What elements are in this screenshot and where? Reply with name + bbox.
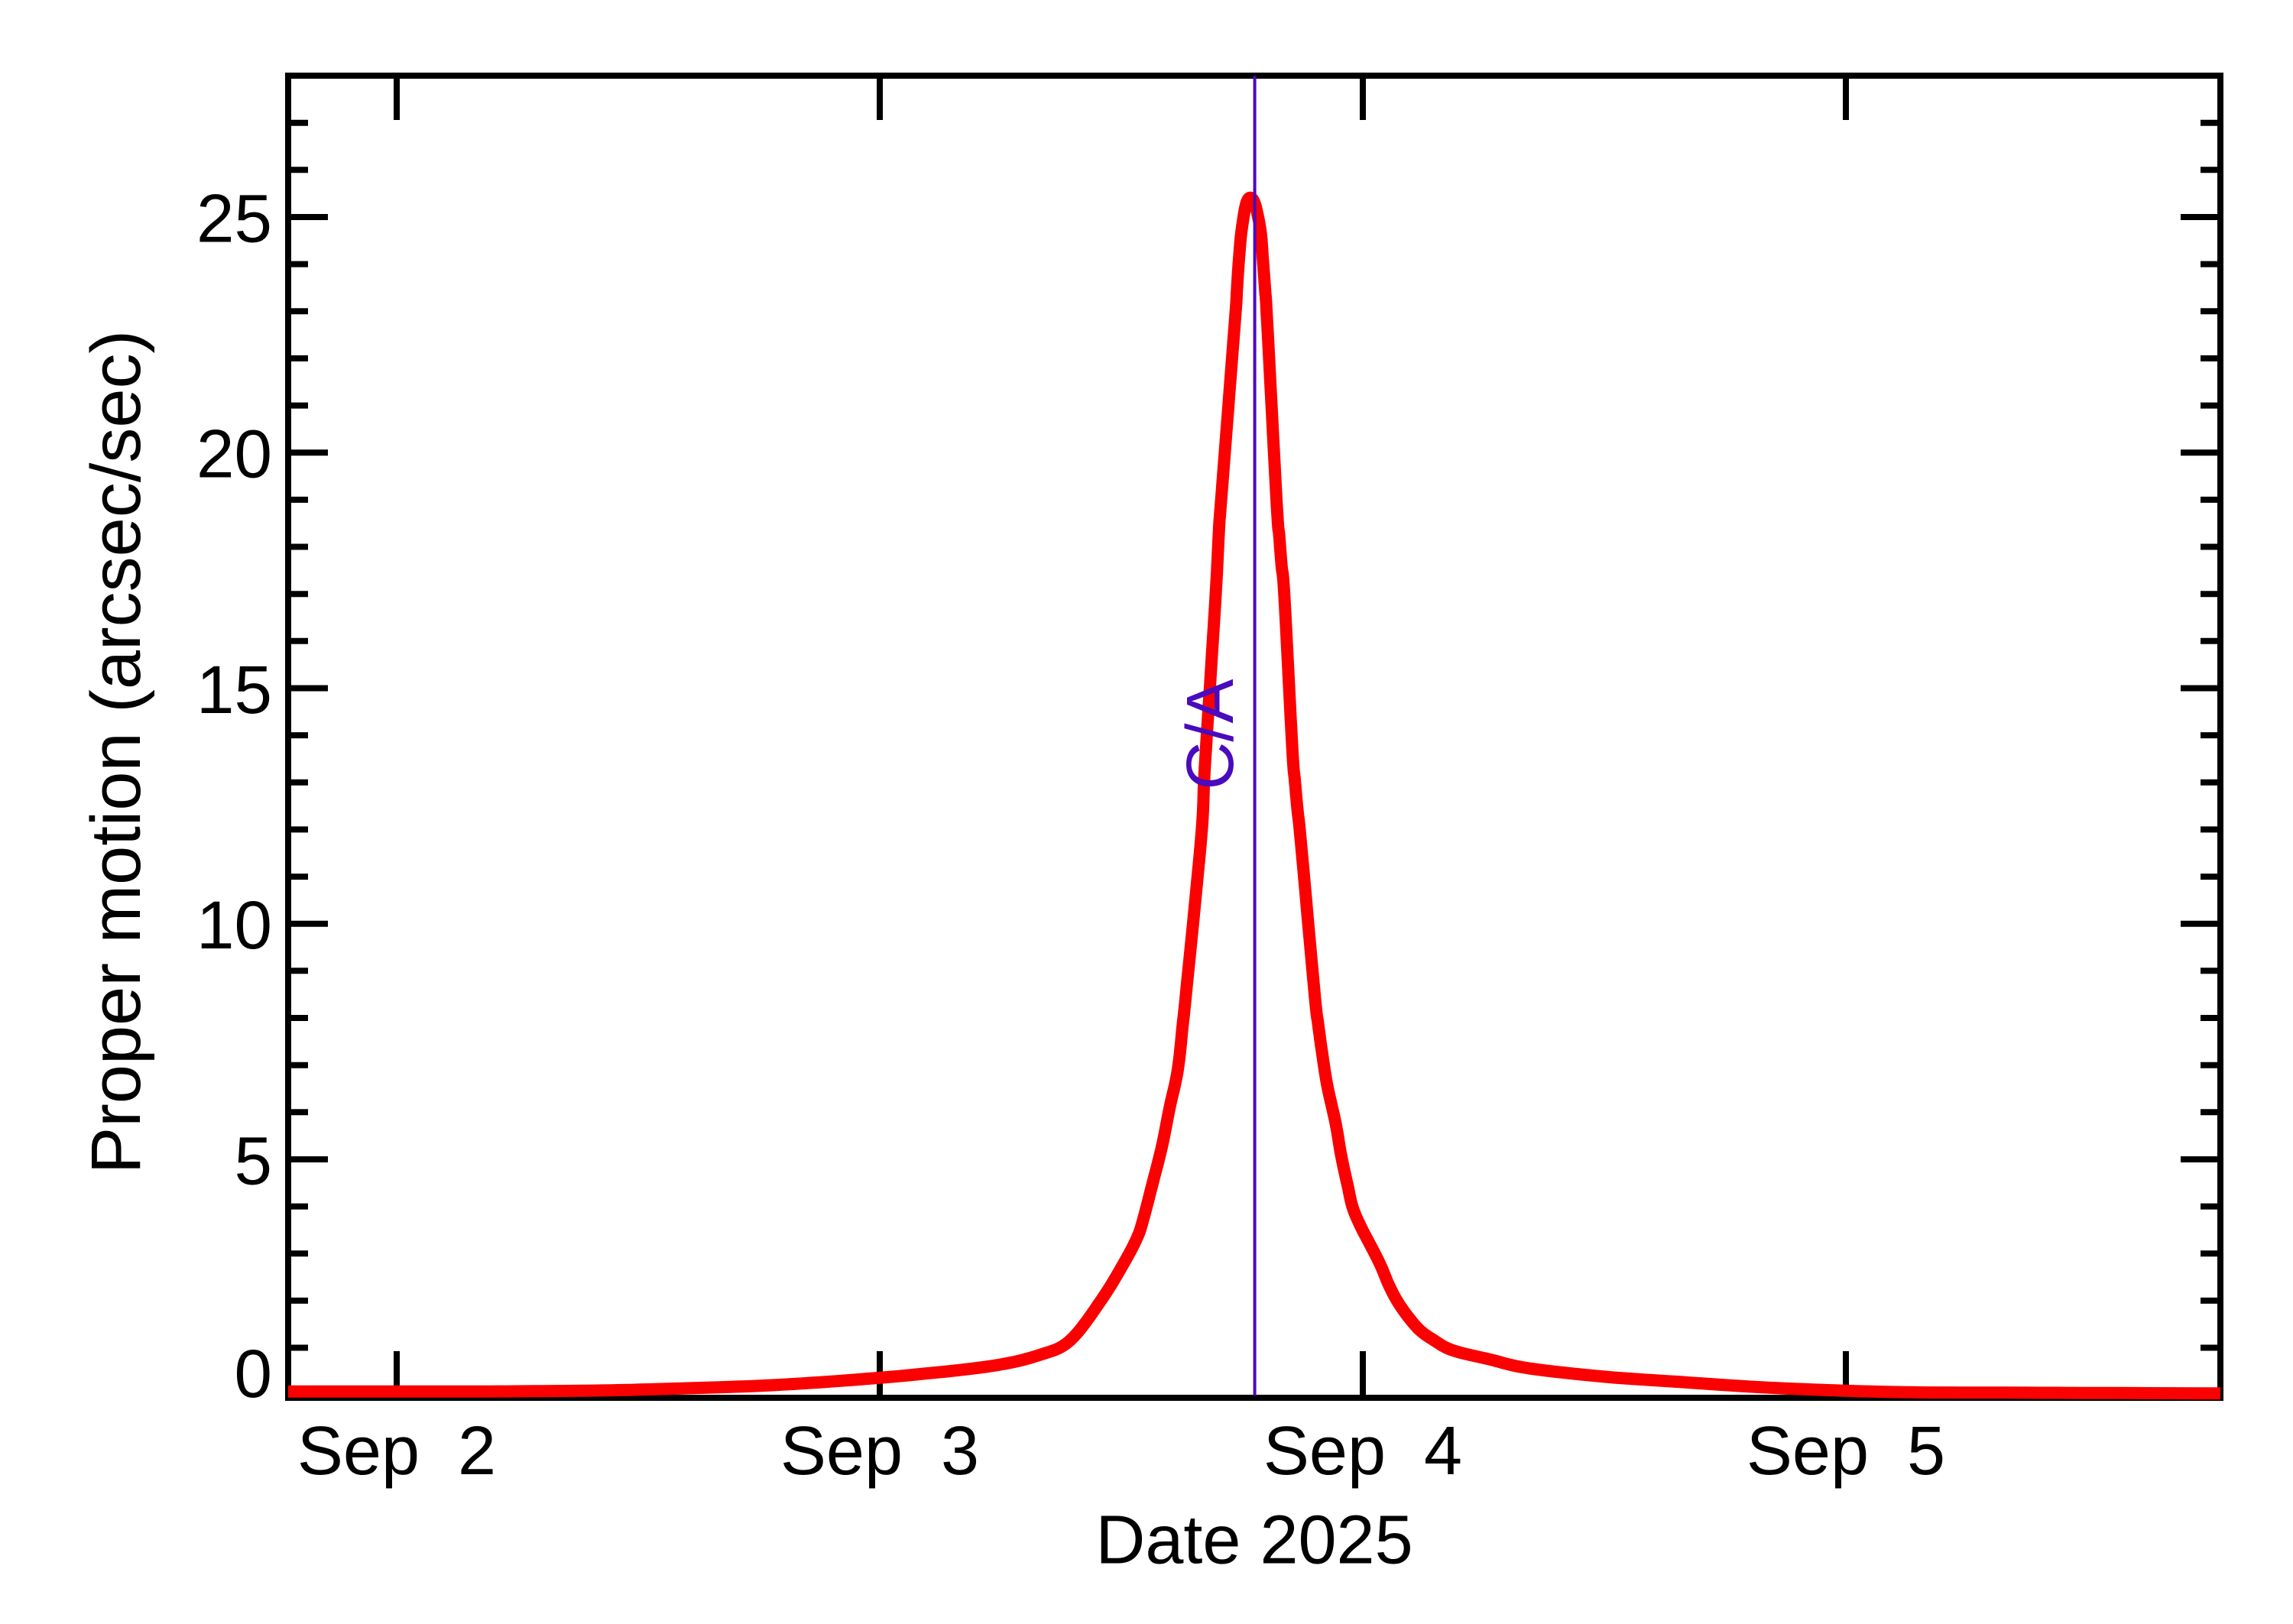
svg-text:C/A: C/A (1173, 679, 1247, 789)
svg-text:Proper motion (arcsec/sec): Proper motion (arcsec/sec) (77, 330, 155, 1174)
svg-text:25: 25 (196, 180, 272, 256)
svg-text:20: 20 (196, 416, 272, 492)
svg-text:Date 2025: Date 2025 (1095, 1502, 1412, 1579)
svg-text:Sep 3: Sep 3 (780, 1413, 979, 1489)
svg-text:10: 10 (196, 887, 272, 963)
svg-text:Sep 5: Sep 5 (1747, 1413, 1945, 1489)
svg-text:0: 0 (235, 1335, 273, 1412)
svg-text:Sep 2: Sep 2 (297, 1413, 496, 1489)
svg-text:15: 15 (196, 651, 272, 728)
svg-text:5: 5 (235, 1122, 273, 1198)
svg-text:Sep 4: Sep 4 (1263, 1413, 1462, 1489)
